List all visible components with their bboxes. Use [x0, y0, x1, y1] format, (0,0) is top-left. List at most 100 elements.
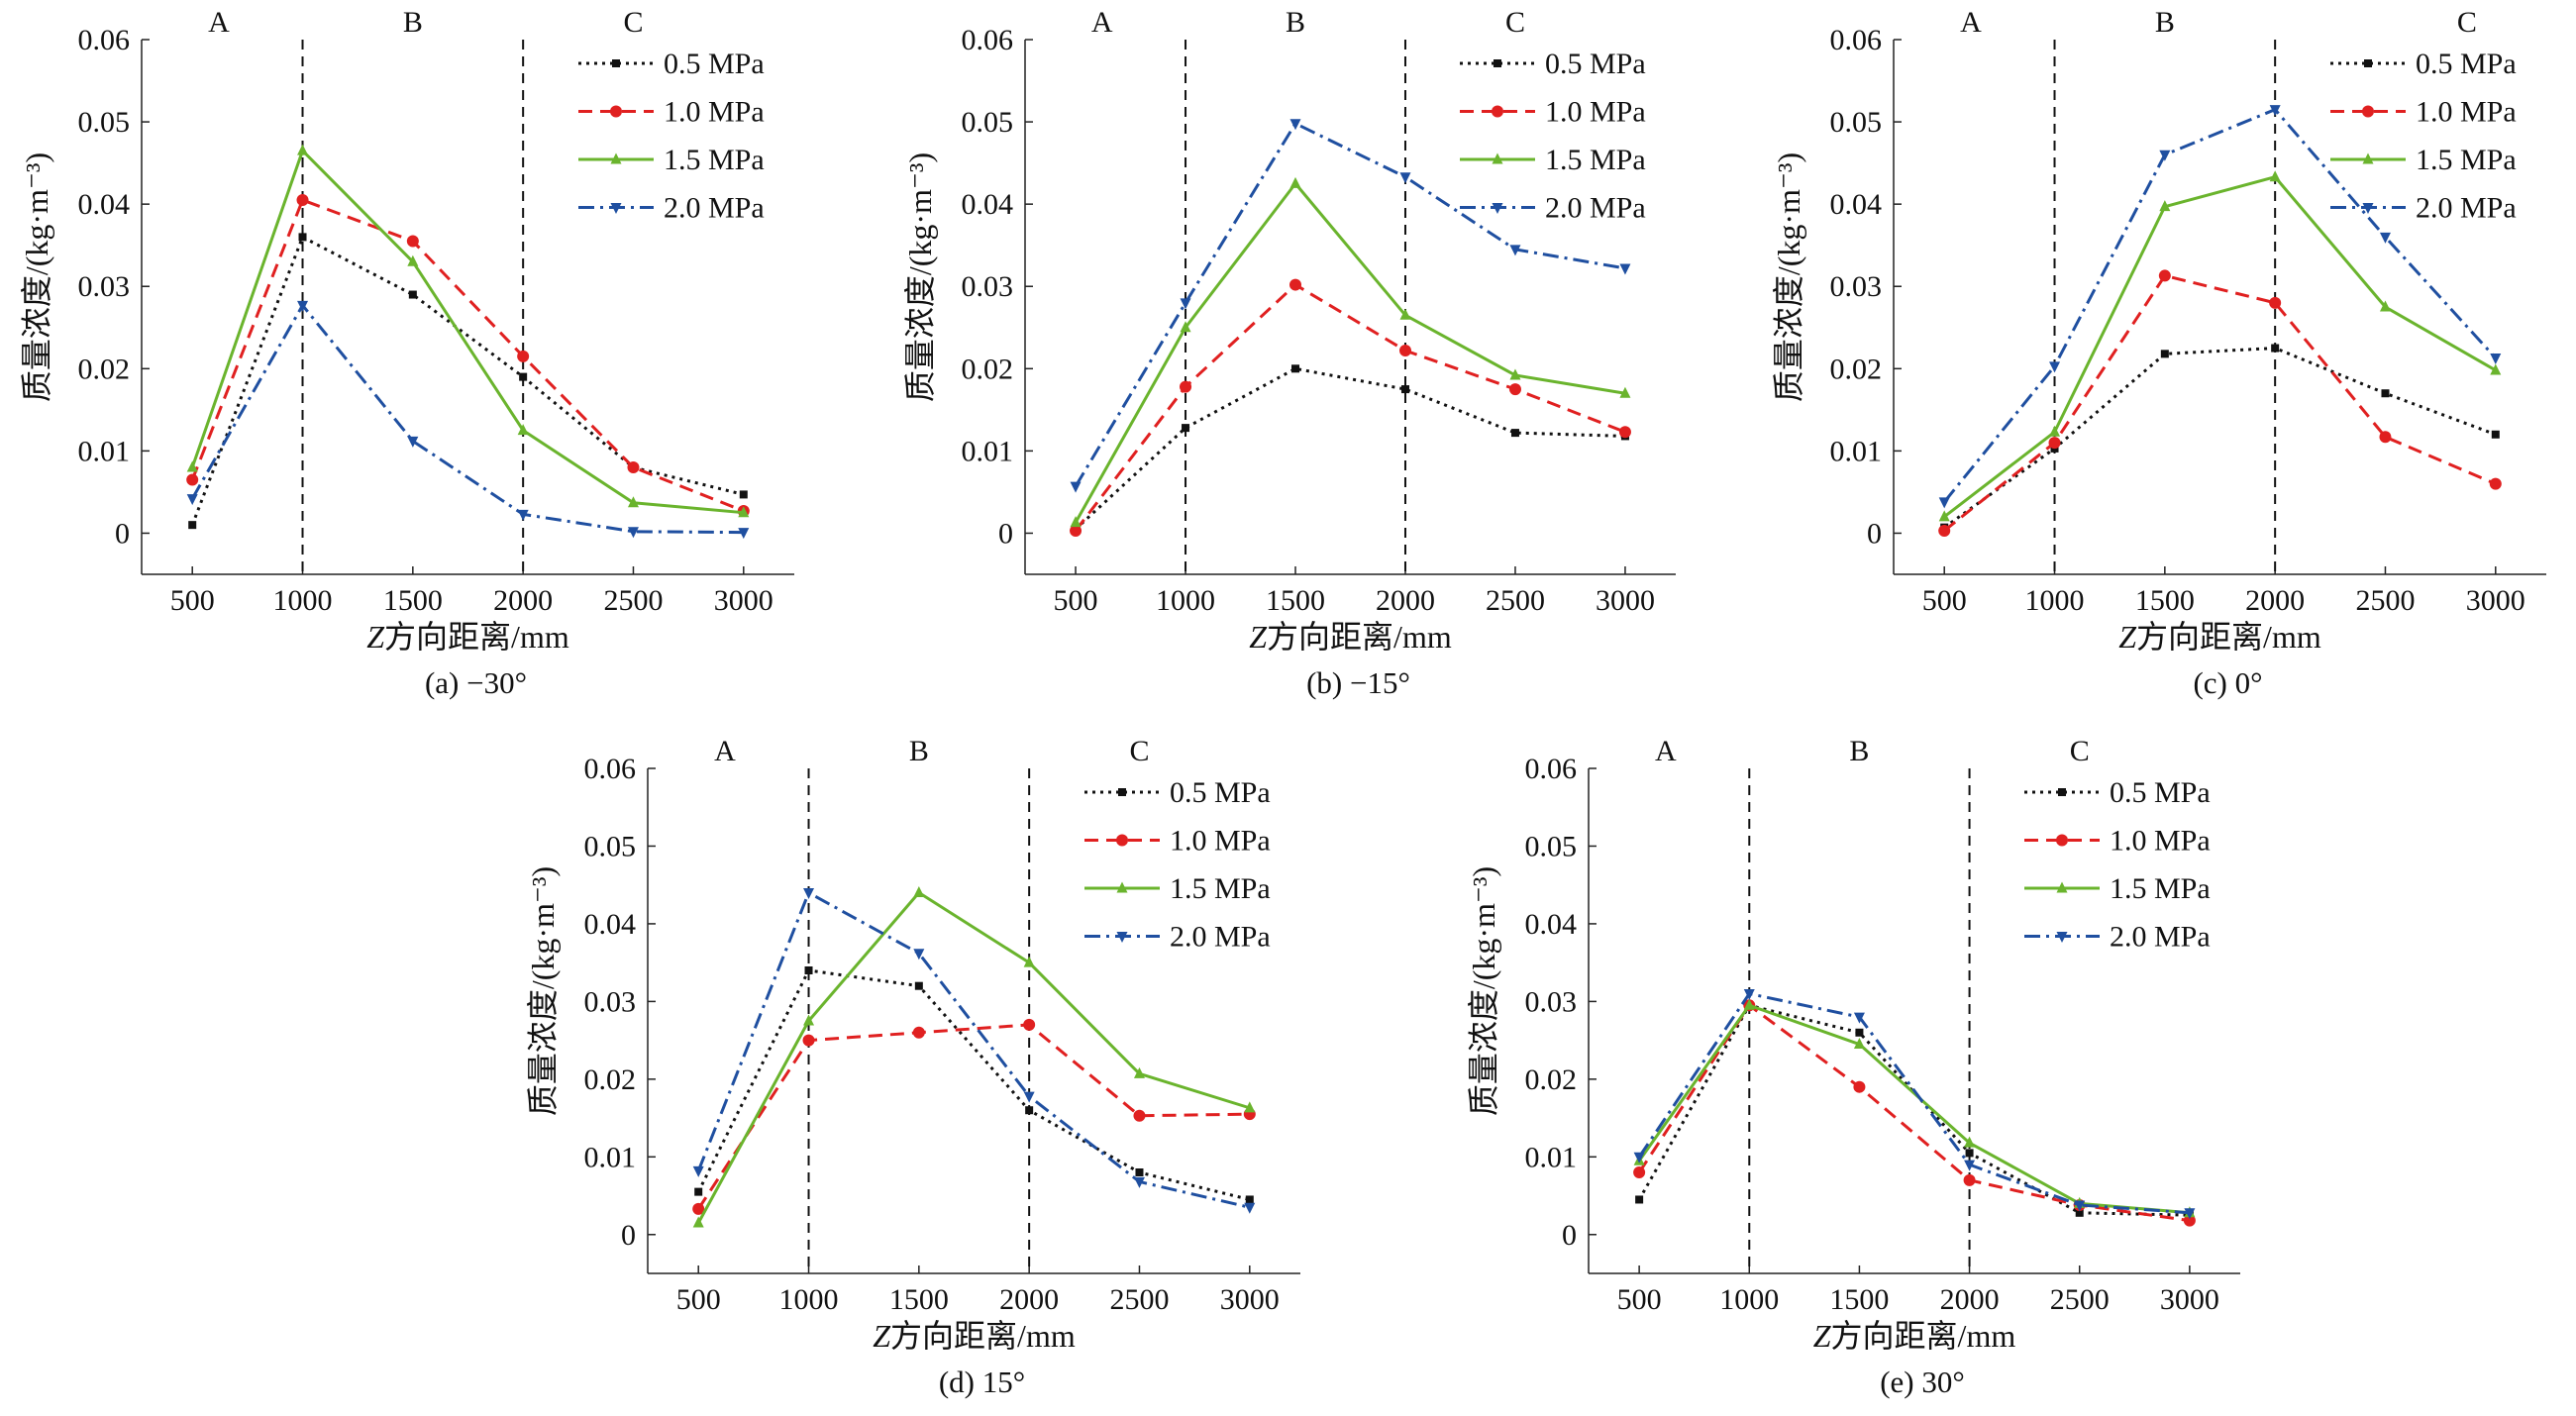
panel-caption: (c) 0° — [2193, 665, 2262, 700]
legend-swatch-marker — [2058, 788, 2066, 796]
data-point — [1023, 956, 1035, 967]
data-point — [519, 372, 528, 381]
y-tick-label: 0.03 — [1525, 985, 1578, 1018]
region-label: A — [1091, 6, 1113, 39]
x-axis-label: Z方向距离/mm — [873, 1318, 1076, 1354]
data-point — [517, 509, 529, 521]
data-point — [2048, 437, 2061, 450]
data-point — [2489, 477, 2502, 490]
chart-panel-e: 0 0.01 0.02 0.03 0.04 0.05 0.06 500 1000 1500 2000… — [1466, 735, 2240, 1399]
y-tick-label: 0.01 — [1525, 1141, 1578, 1173]
legend-entry: 1.5 MPa — [1170, 872, 1271, 905]
data-point — [914, 981, 923, 990]
data-point — [2184, 1208, 2196, 1220]
data-point — [1508, 383, 1521, 396]
data-point — [2379, 431, 2392, 444]
region-label: B — [2155, 6, 2175, 39]
region-label: C — [2457, 6, 2477, 39]
legend-swatch-marker — [610, 152, 622, 164]
x-tick-label: 1500 — [1266, 584, 1325, 617]
data-point — [1399, 308, 1411, 320]
data-point — [407, 254, 419, 266]
data-point — [297, 144, 309, 155]
region-label: B — [1849, 735, 1869, 767]
data-point — [2381, 389, 2390, 398]
data-point — [1070, 524, 1082, 537]
x-tick-label: 500 — [1922, 584, 1967, 617]
data-point — [1853, 1080, 1866, 1093]
data-point — [1133, 1066, 1145, 1078]
data-point — [186, 473, 199, 486]
series-line — [1943, 273, 2497, 533]
data-point — [1964, 1160, 1976, 1171]
y-tick-label: 0.04 — [1830, 188, 1883, 221]
legend-entry: 2.0 MPa — [1545, 192, 1646, 225]
legend-entry: 0.5 MPa — [1170, 776, 1271, 809]
data-point — [1180, 380, 1192, 393]
y-tick-label: 0.01 — [962, 435, 1014, 467]
x-tick-label: 3000 — [714, 584, 773, 617]
data-point — [1618, 426, 1631, 439]
data-point — [1180, 298, 1191, 310]
x-tick-label: 1500 — [383, 584, 443, 617]
x-tick-label: 2000 — [1376, 584, 1435, 617]
y-axis-label: 质量浓度/(kg·m⁻³) — [1466, 866, 1501, 1116]
data-point — [408, 290, 417, 299]
y-axis-label: 质量浓度/(kg·m⁻³) — [1771, 152, 1806, 402]
legend-entry: 2.0 MPa — [2110, 921, 2211, 954]
data-point — [1245, 1195, 1254, 1204]
x-axis-label-text: 方向距离/mm — [2136, 619, 2321, 655]
data-point — [517, 350, 530, 362]
data-point — [1289, 119, 1301, 131]
data-point — [2074, 1200, 2086, 1212]
data-point — [1635, 1195, 1644, 1204]
data-point — [913, 949, 925, 961]
y-tick-label: 0.02 — [78, 353, 131, 385]
y-tick-label: 0.04 — [1525, 908, 1578, 941]
data-point — [1853, 1012, 1865, 1024]
series-line — [1637, 1003, 2191, 1223]
data-point — [803, 1014, 815, 1026]
legend-entry: 2.0 MPa — [2416, 192, 2517, 225]
region-label: A — [208, 6, 230, 39]
series-4 — [692, 888, 1256, 1214]
series-line — [1074, 283, 1626, 532]
series-2 — [1938, 269, 2502, 537]
y-tick-label: 0.05 — [1830, 106, 1883, 139]
data-point — [802, 1034, 815, 1047]
x-tick-label: 2000 — [493, 584, 553, 617]
series-4 — [1070, 119, 1631, 493]
data-point — [912, 1026, 925, 1039]
data-point — [2490, 354, 2502, 365]
x-axis-label-italic: Z — [366, 619, 385, 655]
chart-panel-b: 0 0.01 0.02 0.03 0.04 0.05 0.06 500 1000 1500 2000… — [902, 6, 1676, 700]
y-tick-label: 0 — [1562, 1219, 1577, 1252]
y-tick-label: 0.02 — [962, 353, 1014, 385]
legend-swatch-marker — [610, 203, 622, 214]
legend-swatch-marker — [1492, 203, 1503, 214]
legend-swatch-marker — [1116, 932, 1128, 943]
y-tick-label: 0.06 — [584, 753, 637, 785]
x-axis-label-text: 方向距离/mm — [384, 619, 569, 655]
series-line — [190, 198, 745, 513]
y-axis-label: 质量浓度/(kg·m⁻³) — [19, 152, 54, 402]
data-point — [298, 233, 307, 242]
x-axis-label-text: 方向距离/mm — [890, 1318, 1076, 1354]
y-tick-label: 0.05 — [962, 106, 1014, 139]
x-tick-label: 1000 — [779, 1283, 839, 1316]
data-point — [738, 506, 750, 518]
data-point — [186, 460, 198, 472]
x-tick-label: 2000 — [1940, 1283, 2000, 1316]
series-line — [1074, 122, 1626, 487]
series-1 — [1940, 344, 2500, 532]
data-point — [1244, 1202, 1256, 1214]
data-point — [2183, 1214, 2196, 1227]
chart-panel-c: 0 0.01 0.02 0.03 0.04 0.05 0.06 500 1000 1500 2000… — [1771, 6, 2546, 700]
legend-swatch-marker — [612, 59, 620, 67]
data-point — [1743, 989, 1755, 1001]
data-point — [1289, 176, 1301, 188]
data-point — [2269, 170, 2281, 182]
series-2 — [1633, 999, 2196, 1227]
x-tick-label: 1000 — [1719, 1283, 1779, 1316]
